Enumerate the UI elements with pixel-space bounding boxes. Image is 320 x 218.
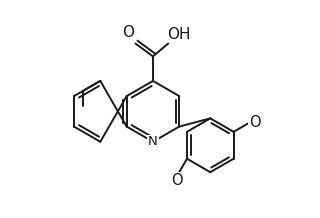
Text: OH: OH	[167, 27, 190, 42]
Text: N: N	[148, 135, 158, 148]
Text: O: O	[172, 173, 183, 188]
Text: O: O	[123, 26, 134, 41]
Text: O: O	[249, 115, 260, 130]
